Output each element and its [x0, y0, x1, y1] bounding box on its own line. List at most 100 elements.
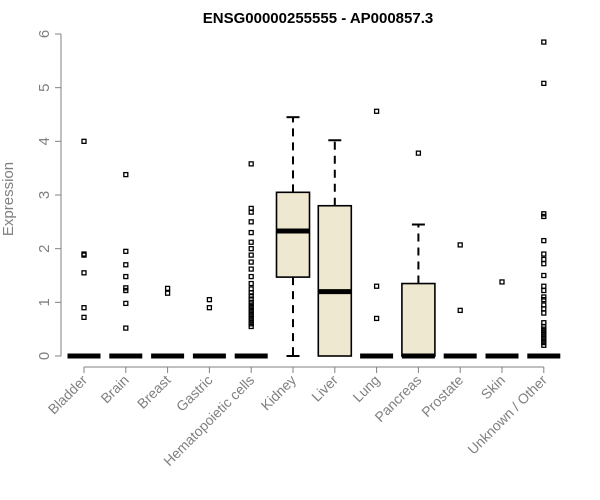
outlier-point [248, 273, 254, 280]
chart-title: ENSG00000255555 - AP000857.3 [203, 10, 433, 27]
box-group-4 [234, 161, 268, 359]
y-tick-label: 2 [36, 244, 53, 252]
outlier-point [248, 307, 254, 314]
outlier-point [541, 211, 547, 217]
outlier-point [248, 323, 254, 330]
box-group-7 [360, 108, 394, 359]
outlier-point [541, 237, 547, 244]
boxes-layer [67, 39, 561, 359]
outlier-point [373, 108, 380, 114]
outlier-point [541, 294, 547, 300]
outlier-point [248, 318, 254, 324]
x-tick-label: Breast [134, 372, 174, 412]
outlier-point [248, 305, 254, 311]
outlier-point [541, 339, 547, 346]
outlier-point [206, 296, 213, 303]
outlier-point [81, 252, 87, 258]
y-tick-label: 4 [36, 137, 53, 145]
outlier-point [81, 270, 87, 276]
outlier-point [123, 300, 129, 307]
outlier-point [248, 266, 254, 272]
outlier-point [541, 39, 547, 45]
outlier-point [81, 314, 87, 321]
outlier-point [541, 272, 547, 279]
outlier-point [248, 296, 254, 302]
outlier-point [248, 252, 254, 258]
outlier-point [541, 256, 547, 263]
outlier-point [248, 313, 254, 319]
outlier-point [248, 290, 254, 296]
outlier-point [541, 331, 547, 338]
outlier-point [123, 262, 129, 268]
box-group-1 [109, 171, 143, 359]
box-group-11 [527, 39, 561, 359]
outlier-point [499, 279, 505, 285]
outlier-point [248, 280, 254, 287]
outlier-point [541, 306, 547, 312]
y-tick-label: 1 [36, 298, 53, 306]
outlier-point [164, 285, 171, 292]
x-tick-label: Liver [308, 372, 341, 405]
x-tick-label: Brain [97, 372, 131, 406]
y-axis-label: Expression [0, 162, 17, 236]
y-axis: 0 1 2 3 4 5 6 [36, 30, 62, 360]
x-tick-label: Skin [478, 372, 509, 403]
box-body [317, 204, 353, 357]
y-tick-label: 0 [36, 352, 53, 360]
outlier-point [81, 138, 87, 144]
outlier-point [123, 248, 129, 255]
box-group-6 [317, 139, 353, 357]
outlier-point [248, 246, 254, 252]
outlier-point [541, 342, 547, 348]
outlier-point [248, 219, 254, 225]
box-group-10 [485, 279, 519, 359]
outlier-point [248, 299, 254, 305]
outlier-point [541, 296, 547, 303]
outlier-point [457, 242, 463, 248]
outlier-point [373, 283, 380, 289]
outlier-point [541, 326, 547, 332]
outlier-point [541, 251, 547, 257]
outlier-point [248, 321, 254, 327]
box-group-9 [443, 242, 477, 359]
outlier-point [248, 293, 254, 299]
box-body [275, 191, 311, 278]
x-tick-label: Bladder [45, 372, 91, 418]
x-tick-label: Prostate [418, 372, 466, 420]
outlier-point [123, 287, 129, 294]
outlier-point [457, 307, 463, 314]
y-tick-label: 3 [36, 191, 53, 199]
outlier-point [541, 80, 547, 87]
outlier-point [541, 310, 547, 316]
outlier-point [541, 283, 547, 289]
y-tick-label: 6 [36, 30, 53, 38]
box-body [401, 282, 436, 357]
y-tick-label: 5 [36, 83, 53, 91]
outlier-point [248, 239, 254, 245]
outlier-point [123, 171, 129, 178]
outlier-point [248, 161, 254, 167]
box-group-8 [401, 150, 436, 359]
outlier-point [206, 305, 213, 311]
outlier-point [541, 213, 547, 220]
x-tick-label: Unknown / Other [464, 372, 550, 458]
outlier-point [248, 229, 254, 236]
outlier-point [248, 302, 254, 308]
outlier-point [248, 259, 254, 265]
outlier-point [541, 329, 547, 335]
x-tick-label: Lung [349, 372, 382, 405]
outlier-point [541, 287, 547, 294]
outlier-point [373, 315, 380, 322]
outlier-point [541, 261, 547, 267]
box-group-5 [275, 116, 311, 357]
box-group-2 [151, 285, 185, 359]
box-group-3 [192, 296, 226, 359]
outlier-point [415, 150, 422, 156]
outlier-point [81, 305, 87, 311]
outlier-point [248, 310, 254, 316]
outlier-point [123, 325, 129, 331]
outlier-point [541, 334, 547, 340]
outlier-point [164, 290, 171, 296]
